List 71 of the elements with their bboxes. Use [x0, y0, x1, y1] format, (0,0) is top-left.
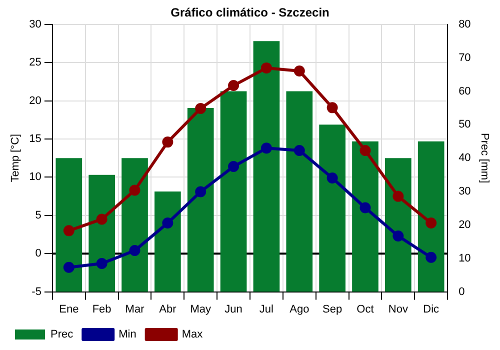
y-tick-label: 0: [35, 248, 42, 260]
y2-tick-label: 30: [458, 186, 471, 198]
y-tick-label: 15: [29, 133, 42, 146]
y2-tick-label: 10: [458, 252, 471, 264]
bar: [286, 91, 313, 292]
x-tick-label: May: [190, 303, 212, 316]
y-tick-label: 25: [29, 56, 42, 69]
x-tick-label: Oct: [356, 303, 374, 316]
legend-label: Max: [182, 328, 204, 341]
bar: [154, 192, 181, 292]
point: [260, 62, 272, 74]
bar: [122, 158, 148, 292]
point: [195, 102, 206, 114]
point: [96, 258, 108, 270]
point: [294, 144, 305, 156]
bar: [418, 141, 444, 292]
y2-tick-label: 80: [458, 18, 471, 30]
y2-tick-label: 60: [458, 85, 471, 98]
bar: [385, 158, 412, 292]
point: [162, 136, 174, 148]
y-tick-label: 30: [29, 18, 42, 30]
bar: [187, 108, 214, 292]
point: [228, 161, 240, 172]
legend-label: Min: [118, 328, 136, 341]
bar: [319, 124, 346, 292]
point: [426, 252, 437, 263]
x-tick-label: Feb: [92, 303, 112, 316]
y2-tick-label: 0: [458, 286, 465, 298]
x-tick-label: Jul: [259, 303, 274, 316]
x-tick-label: Dic: [423, 303, 440, 316]
point: [426, 218, 437, 229]
y2-tick-label: 40: [458, 152, 471, 164]
y2-tick-label: 70: [458, 52, 471, 64]
point: [96, 214, 108, 225]
point: [63, 262, 74, 273]
legend-label: Prec: [50, 328, 74, 341]
point: [326, 102, 338, 114]
point: [360, 202, 371, 214]
bar: [352, 141, 378, 292]
y2-tick-label: 20: [458, 218, 471, 231]
y-tick-label: -5: [32, 286, 42, 298]
y-tick-label: 5: [35, 209, 42, 222]
x-tick-label: Ago: [290, 303, 310, 316]
point: [129, 184, 140, 196]
x-tick-label: Abr: [159, 303, 177, 316]
point: [162, 218, 174, 229]
point: [129, 245, 140, 256]
bar: [253, 41, 280, 292]
bar: [220, 91, 247, 292]
y2-axis-title: Prec [mm]: [478, 133, 490, 184]
point: [392, 230, 404, 242]
y-axis-title: Temp [°C]: [10, 134, 22, 182]
point: [63, 225, 74, 236]
y-tick-label: 10: [29, 171, 42, 184]
point: [228, 80, 240, 92]
point: [392, 190, 404, 202]
y2-tick-label: 50: [458, 118, 471, 131]
x-tick-label: Ene: [59, 303, 79, 316]
chart-title: Gráfico climático - Szczecin: [170, 6, 330, 20]
x-tick-label: Mar: [125, 303, 145, 316]
bar: [56, 158, 82, 292]
bar: [88, 174, 115, 292]
point: [326, 172, 338, 184]
y-tick-label: 20: [29, 94, 42, 107]
x-tick-label: Sep: [322, 303, 342, 316]
point: [294, 66, 305, 77]
point: [195, 186, 206, 198]
x-tick-label: Nov: [388, 303, 408, 316]
point: [260, 142, 272, 154]
x-tick-label: Jun: [224, 303, 242, 316]
point: [360, 144, 371, 156]
